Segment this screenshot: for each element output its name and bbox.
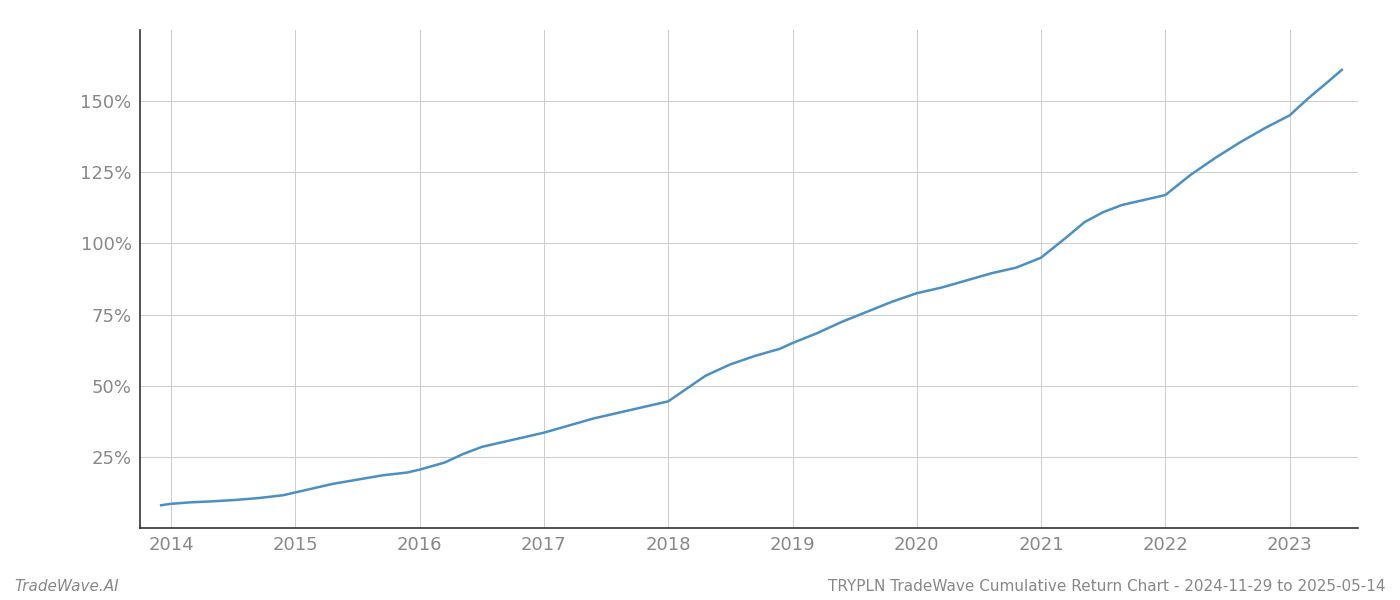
- Text: TradeWave.AI: TradeWave.AI: [14, 579, 119, 594]
- Text: TRYPLN TradeWave Cumulative Return Chart - 2024-11-29 to 2025-05-14: TRYPLN TradeWave Cumulative Return Chart…: [829, 579, 1386, 594]
